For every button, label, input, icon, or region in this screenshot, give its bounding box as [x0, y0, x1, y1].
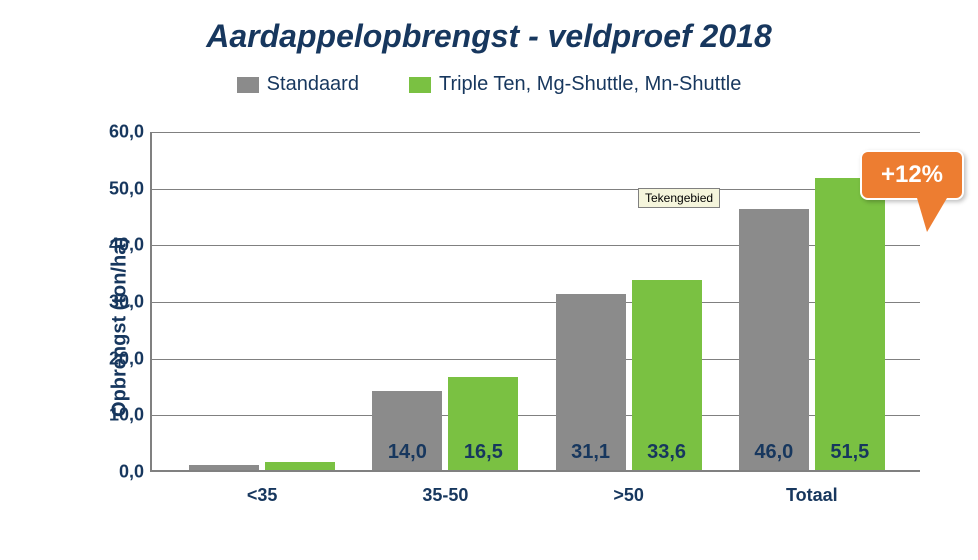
y-axis-title: Opbrengst (ton/ha) [108, 237, 131, 417]
callout-badge: +12% [860, 150, 964, 200]
bar: 33,6 [632, 280, 702, 470]
y-tick-label: 20,0 [102, 348, 144, 369]
y-tick-label: 40,0 [102, 235, 144, 256]
bar: 46,0 [739, 209, 809, 470]
x-tick-label: Totaal [786, 485, 838, 506]
legend-label-1: Standaard [267, 73, 359, 96]
plot-area: 0,010,020,030,040,050,060,0<3514,016,535… [150, 132, 920, 472]
grid-line [152, 189, 920, 190]
y-tick-label: 30,0 [102, 292, 144, 313]
legend-swatch-2 [409, 77, 431, 93]
legend: Standaard Triple Ten, Mg-Shuttle, Mn-Shu… [0, 73, 978, 96]
legend-swatch-1 [237, 77, 259, 93]
bar: 31,1 [556, 294, 626, 470]
bar [189, 465, 259, 470]
callout-tail [917, 198, 947, 232]
bar: 14,0 [372, 391, 442, 470]
bar-value-label: 33,6 [632, 441, 702, 464]
y-tick-label: 0,0 [102, 462, 144, 483]
y-tick-label: 50,0 [102, 178, 144, 199]
bar-value-label: 14,0 [372, 441, 442, 464]
chart-area: Opbrengst (ton/ha) 0,0 10,0 20,0 30,0 40,0 50… [100, 132, 930, 522]
bar [265, 462, 335, 471]
legend-item-standaard: Standaard [237, 73, 359, 96]
legend-item-triple: Triple Ten, Mg-Shuttle, Mn-Shuttle [409, 73, 741, 96]
chart-title: Aardappelopbrengst - veldproef 2018 [0, 0, 978, 55]
bar-value-label: 51,5 [815, 441, 885, 464]
bar-value-label: 16,5 [448, 441, 518, 464]
y-tick-label: 60,0 [102, 122, 144, 143]
tooltip: Tekengebied [638, 188, 720, 208]
x-tick-label: <35 [247, 485, 278, 506]
bar: 16,5 [448, 377, 518, 471]
bar-value-label: 46,0 [739, 441, 809, 464]
bar-value-label: 31,1 [556, 441, 626, 464]
grid-line [152, 132, 920, 133]
bar: 51,5 [815, 178, 885, 470]
callout-text: +12% [881, 161, 943, 189]
y-tick-label: 10,0 [102, 405, 144, 426]
x-tick-label: 35-50 [422, 485, 468, 506]
x-tick-label: >50 [613, 485, 644, 506]
legend-label-2: Triple Ten, Mg-Shuttle, Mn-Shuttle [439, 73, 741, 96]
